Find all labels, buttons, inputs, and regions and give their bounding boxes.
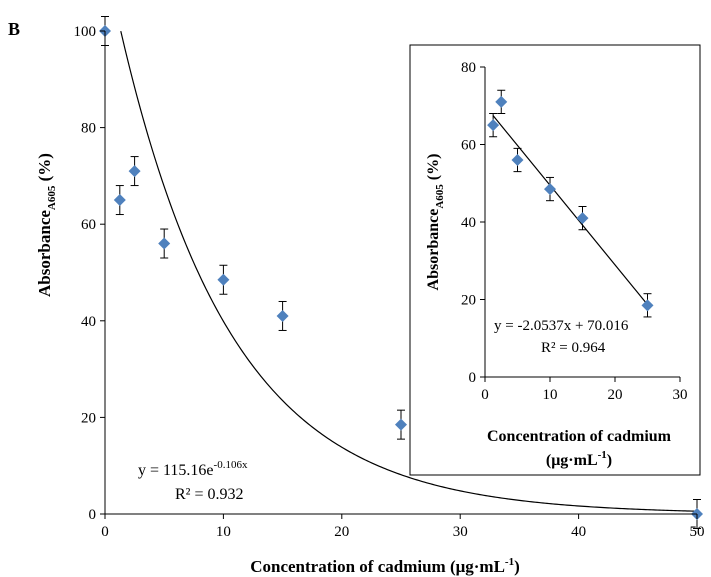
- main-y-tick-label: 60: [81, 217, 96, 233]
- main-equation: y = 115.16e-0.106x: [138, 459, 248, 479]
- main-data-point: [395, 418, 407, 431]
- inset-data-point: [576, 212, 589, 225]
- main-x-tick-label: 10: [216, 524, 231, 540]
- main-x-axis-title: Concentration of cadmium (μg·mL-1): [250, 556, 520, 576]
- main-y-tick-label: 40: [81, 314, 96, 330]
- main-data-point: [128, 165, 141, 178]
- inset-x-tick-label: 20: [608, 387, 623, 403]
- inset-fit-line: [492, 115, 648, 306]
- inset-data-point: [487, 119, 500, 132]
- inset-y-tick-label: 0: [469, 370, 477, 386]
- inset-y-axis-title: AbsorbanceA605 (%): [425, 154, 446, 291]
- main-data-point: [113, 194, 126, 207]
- inset-chart: 0 10 20 30 0 20 40 60 80 y = -2.0537x + 70.016 R…: [409, 44, 701, 476]
- inset-x-tick-label: 0: [481, 387, 489, 403]
- main-x-tick-label: 30: [453, 524, 468, 540]
- inset-y-tick-label: 60: [461, 138, 476, 154]
- inset-data-point: [495, 95, 508, 108]
- inset-y-tick-label: 40: [461, 215, 476, 231]
- inset-equation: y = -2.0537x + 70.016: [494, 318, 629, 334]
- inset-r2: R² = 0.964: [541, 340, 606, 356]
- main-x-tick-label: 50: [690, 524, 705, 540]
- main-x-tick-label: 0: [101, 524, 109, 540]
- inset-x-tick-label: 10: [543, 387, 558, 403]
- panel-label: B: [8, 19, 20, 39]
- inset-y-tick-label: 20: [461, 293, 476, 309]
- main-y-tick-label: 20: [81, 410, 96, 426]
- inset-data-point: [641, 299, 654, 312]
- inset-data-point: [544, 183, 556, 196]
- main-y-tick-label: 80: [81, 121, 96, 137]
- inset-x-tick-label: 30: [673, 387, 688, 403]
- main-data-point: [276, 309, 289, 322]
- inset-data-point: [511, 154, 524, 166]
- main-data-point: [217, 273, 230, 286]
- main-y-axis-title: AbsorbanceA605 (%): [35, 153, 58, 297]
- inset-x-axis-title: Concentration of cadmium: [487, 428, 672, 445]
- main-y-tick-label: 0: [89, 507, 97, 523]
- inset-y-tick-label: 80: [461, 60, 476, 76]
- inset-frame: [409, 44, 701, 476]
- inset-x-axis-title-units: (μg·mL-1): [546, 449, 612, 469]
- main-r2: R² = 0.932: [175, 486, 244, 503]
- main-y-tick-label: 100: [74, 24, 97, 40]
- main-x-tick-label: 40: [571, 524, 586, 540]
- main-fit-curve: [120, 30, 698, 512]
- main-data-point: [158, 237, 171, 250]
- main-x-tick-label: 20: [334, 524, 349, 540]
